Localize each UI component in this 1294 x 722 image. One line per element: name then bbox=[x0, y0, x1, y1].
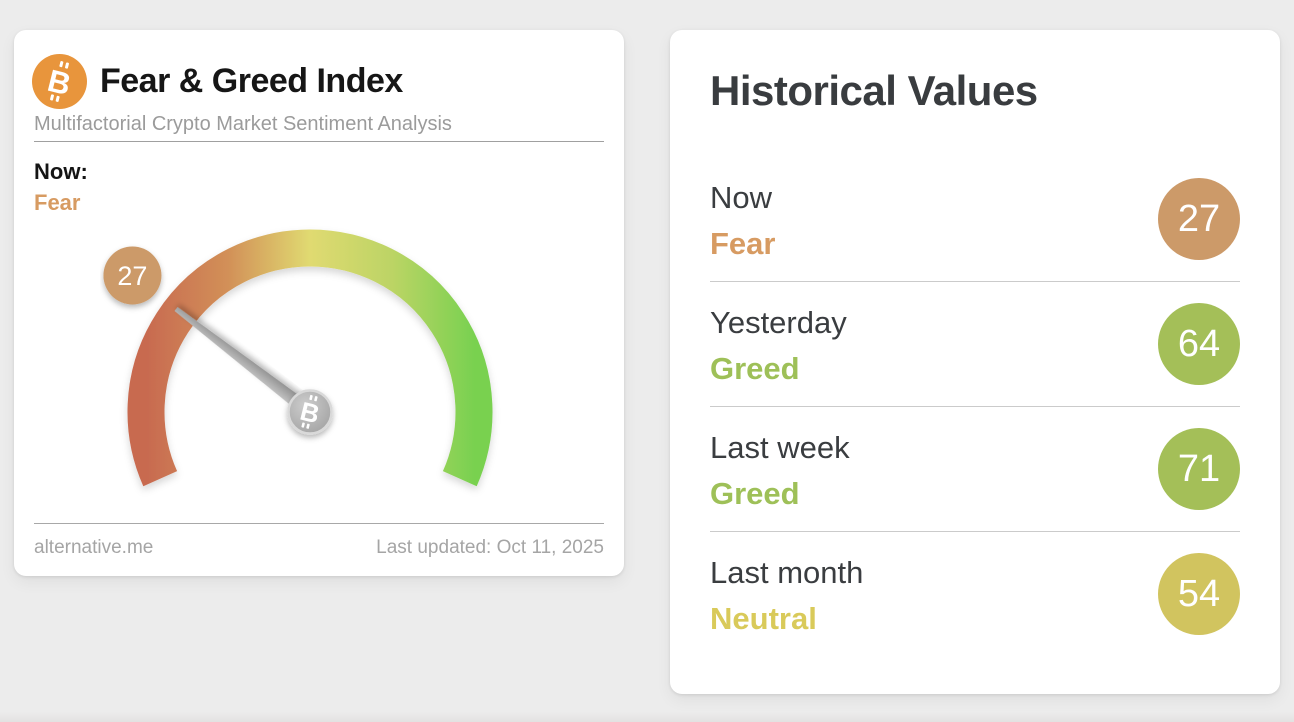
header-divider bbox=[34, 141, 604, 142]
row-period-label: Last month bbox=[710, 555, 864, 590]
row-period-label: Last week bbox=[710, 430, 850, 465]
row-value-badge: 64 bbox=[1158, 303, 1240, 385]
historical-rows: Now Fear 27 Yesterday Greed 64 Last week… bbox=[710, 157, 1240, 656]
row-value-badge: 27 bbox=[1158, 178, 1240, 260]
gauge-value-badge: 27 bbox=[103, 246, 162, 305]
row-classification: Fear bbox=[710, 226, 776, 261]
row-value-badge: 71 bbox=[1158, 428, 1240, 510]
history-row-now: Now Fear 27 bbox=[710, 157, 1240, 282]
row-classification: Greed bbox=[710, 351, 800, 386]
fear-greed-gauge: B 27 bbox=[103, 229, 493, 487]
gauge-card-footer: alternative.me Last updated: Oct 11, 202… bbox=[34, 537, 604, 559]
historical-values-title: Historical Values bbox=[710, 67, 1038, 114]
gauge-card-header: B Fear & Greed Index bbox=[32, 54, 604, 109]
gauge-needle bbox=[174, 306, 315, 418]
gauge-value: 27 bbox=[117, 261, 147, 291]
row-classification: Greed bbox=[710, 476, 800, 511]
bitcoin-icon: B bbox=[32, 54, 87, 109]
fear-greed-card: B Fear & Greed Index Multifactorial Cryp… bbox=[14, 30, 624, 576]
gauge-pivot-bitcoin-icon: B bbox=[287, 389, 333, 435]
row-period-label: Now bbox=[710, 180, 773, 215]
history-row-last-month: Last month Neutral 54 bbox=[710, 532, 1240, 656]
row-period-label: Yesterday bbox=[710, 305, 847, 340]
row-classification: Neutral bbox=[710, 601, 817, 636]
source-link[interactable]: alternative.me bbox=[34, 537, 154, 558]
subtitle: Multifactorial Crypto Market Sentiment A… bbox=[34, 113, 452, 135]
gauge-arc bbox=[127, 229, 493, 487]
row-value-badge: 54 bbox=[1158, 553, 1240, 635]
now-label: Now: bbox=[34, 159, 88, 184]
now-classification: Fear bbox=[34, 190, 81, 215]
last-updated: Last updated: Oct 11, 2025 bbox=[376, 537, 604, 558]
historical-values-card: Historical Values Now Fear 27 Yesterday … bbox=[670, 30, 1280, 694]
bottom-edge bbox=[0, 712, 1294, 722]
footer-divider bbox=[34, 523, 604, 524]
history-row-yesterday: Yesterday Greed 64 bbox=[710, 282, 1240, 407]
page-title: Fear & Greed Index bbox=[100, 62, 403, 100]
history-row-last-week: Last week Greed 71 bbox=[710, 407, 1240, 532]
